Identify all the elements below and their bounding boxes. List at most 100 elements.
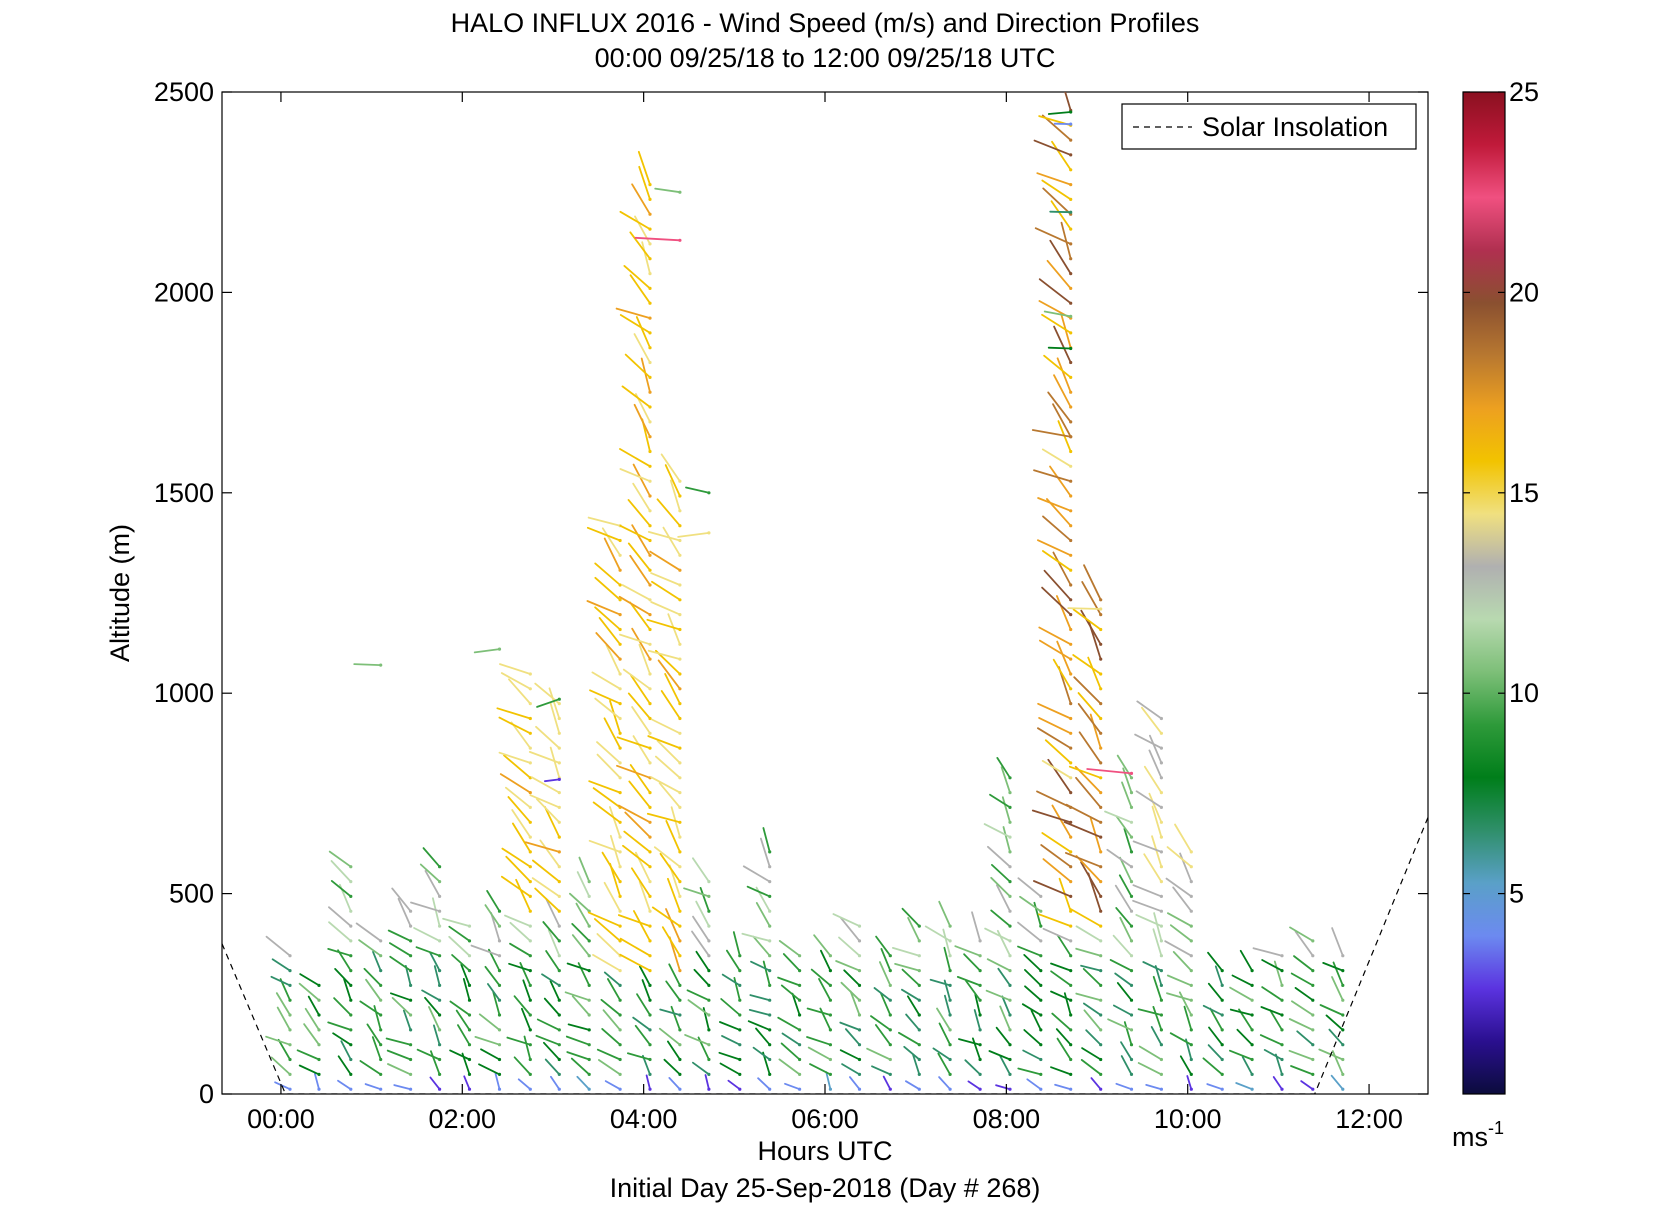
wind-barb [687,999,711,1017]
wind-barb [843,969,862,988]
wind-barb [618,914,652,928]
wind-barb [818,978,833,1002]
wind-barb [1289,926,1315,943]
wind-barb [496,707,532,721]
wind-barb [719,1062,742,1076]
wind-barb [528,751,561,765]
wind-barb [901,907,921,928]
wind-barb [433,965,442,988]
wind-barb [415,946,442,958]
wind-barb [442,917,472,928]
wind-barb [1047,391,1073,424]
wind-barb [650,776,682,795]
wind-barb [1294,987,1315,1002]
wind-barb [1056,595,1073,632]
wind-barb [522,979,532,1002]
wind-barb [990,909,1012,928]
wind-barb [670,806,682,839]
wind-barb [1153,912,1163,943]
wind-barb [588,780,622,795]
wind-barb [629,764,652,795]
wind-barb [726,949,742,973]
wind-barb [686,989,711,1002]
x-axis-ticks: 00:00 02:00 04:00 06:00 08:00 10:00 12:00 [247,92,1403,1134]
wind-barb [1083,564,1103,602]
wind-barb [1290,972,1315,988]
wind-barb [1118,874,1134,899]
x-tick-label: 12:00 [1335,1104,1403,1134]
wind-barb [1178,991,1193,1017]
wind-barb [448,925,472,943]
wind-barb [499,663,532,676]
wind-barb [1060,221,1073,261]
wind-barb [524,841,561,854]
wind-barb [942,928,952,958]
wind-barb [936,1007,952,1032]
wind-barb [1050,1066,1073,1076]
wind-barb [1038,278,1073,305]
wind-barb [1085,1029,1103,1047]
wind-barb [684,1034,711,1047]
wind-barb [635,316,652,350]
wind-barb [699,887,711,913]
wind-barb [660,453,682,483]
wind-barb [627,542,652,572]
wind-barb [358,939,383,958]
wind-barb [633,333,652,365]
wind-barb [1169,1032,1193,1047]
wind-barb [603,971,622,988]
wind-barb [958,1038,982,1047]
wind-barb [845,1028,862,1047]
wind-barb [1087,656,1103,691]
wind-barb [660,690,682,721]
wind-barb [523,1035,532,1062]
wind-barb [1149,734,1163,765]
wind-barb [633,910,652,943]
wind-barb [544,1058,561,1076]
wind-barb [576,871,591,899]
wind-barb [535,725,561,750]
wind-barb [1239,949,1254,973]
wind-barb [655,755,682,780]
notable-barbs [353,110,1134,783]
wind-barb [509,921,532,943]
chart-title: HALO INFLUX 2016 - Wind Speed (m/s) and … [451,8,1200,38]
wind-barb [649,550,682,572]
wind-barb [499,773,532,795]
wind-barb [659,852,682,884]
wind-barb [1332,961,1345,988]
wind-barb [328,921,353,943]
wind-barb [1152,975,1163,1002]
wind-barb [972,1037,982,1062]
colorbar-unit: ms-1 [1452,1118,1504,1152]
wind-barb [1017,921,1043,943]
wind-barb [364,1083,383,1091]
wind-barb [1068,765,1103,780]
wind-barb [667,1040,682,1062]
wind-barb [619,953,652,973]
wind-barb [780,984,802,1002]
wind-barb [693,968,711,988]
wind-barb [600,998,622,1017]
wind-barb [591,671,622,691]
wind-barb [596,741,622,765]
wind-barb [1054,1083,1073,1091]
wind-barb [752,1046,772,1062]
wind-barb [504,914,532,928]
wind-barb [1116,754,1134,780]
wind-barb [849,990,862,1017]
wind-barb [340,1040,353,1062]
wind-barb [413,927,442,943]
wind-barb [449,1000,472,1017]
wind-barb [810,968,833,988]
wind-barb [1261,986,1284,1002]
wind-barb [1080,1059,1103,1076]
wind-barb [535,1034,561,1047]
wind-barb [307,995,321,1017]
wind-barb [1151,835,1163,869]
wind-barb [938,1076,952,1091]
wind-barb [999,1005,1012,1032]
wind-barb [627,1052,652,1062]
wind-barb [543,1041,561,1062]
wind-barb [1135,790,1163,810]
